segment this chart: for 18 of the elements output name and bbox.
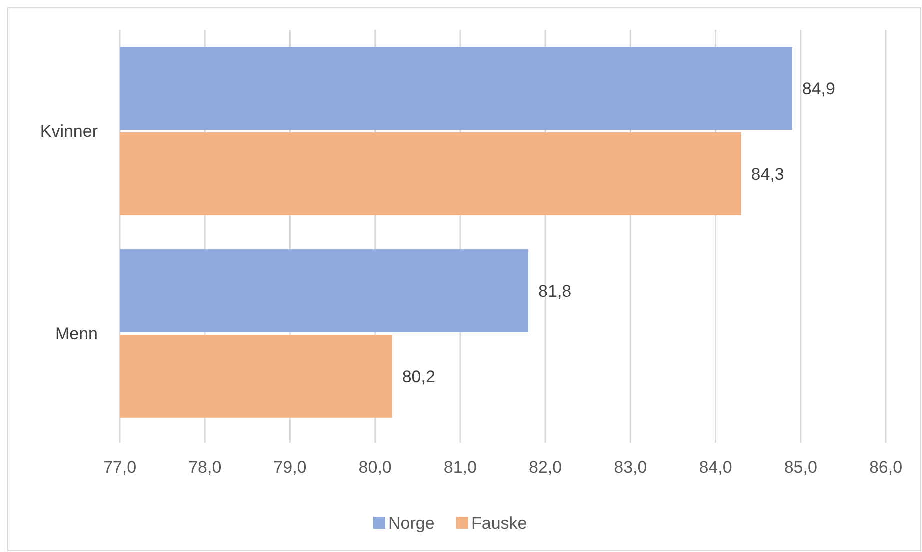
data-label: 84,9 xyxy=(802,79,836,98)
x-tick-label: 82,0 xyxy=(529,458,562,477)
data-label: 81,8 xyxy=(538,282,572,301)
y-tick-label: Menn xyxy=(55,324,98,344)
x-tick-label: 85,0 xyxy=(784,458,818,477)
x-tick-label: 80,0 xyxy=(358,458,392,477)
x-tick-label: 79,0 xyxy=(274,458,307,477)
y-tick-label: Kvinner xyxy=(40,122,98,142)
legend-label: Norge xyxy=(388,514,435,533)
x-tick-label: 84,0 xyxy=(699,458,732,477)
x-tick-label: 78,0 xyxy=(188,458,222,477)
x-tick-label: 83,0 xyxy=(614,458,648,477)
x-tick-label: 77,0 xyxy=(103,458,137,477)
data-label: 80,2 xyxy=(402,367,436,386)
data-label: 84,3 xyxy=(751,164,784,184)
x-tick-label: 86,0 xyxy=(869,458,903,477)
x-tick-label: 81,0 xyxy=(444,458,477,477)
legend-label: Fauske xyxy=(472,514,528,533)
